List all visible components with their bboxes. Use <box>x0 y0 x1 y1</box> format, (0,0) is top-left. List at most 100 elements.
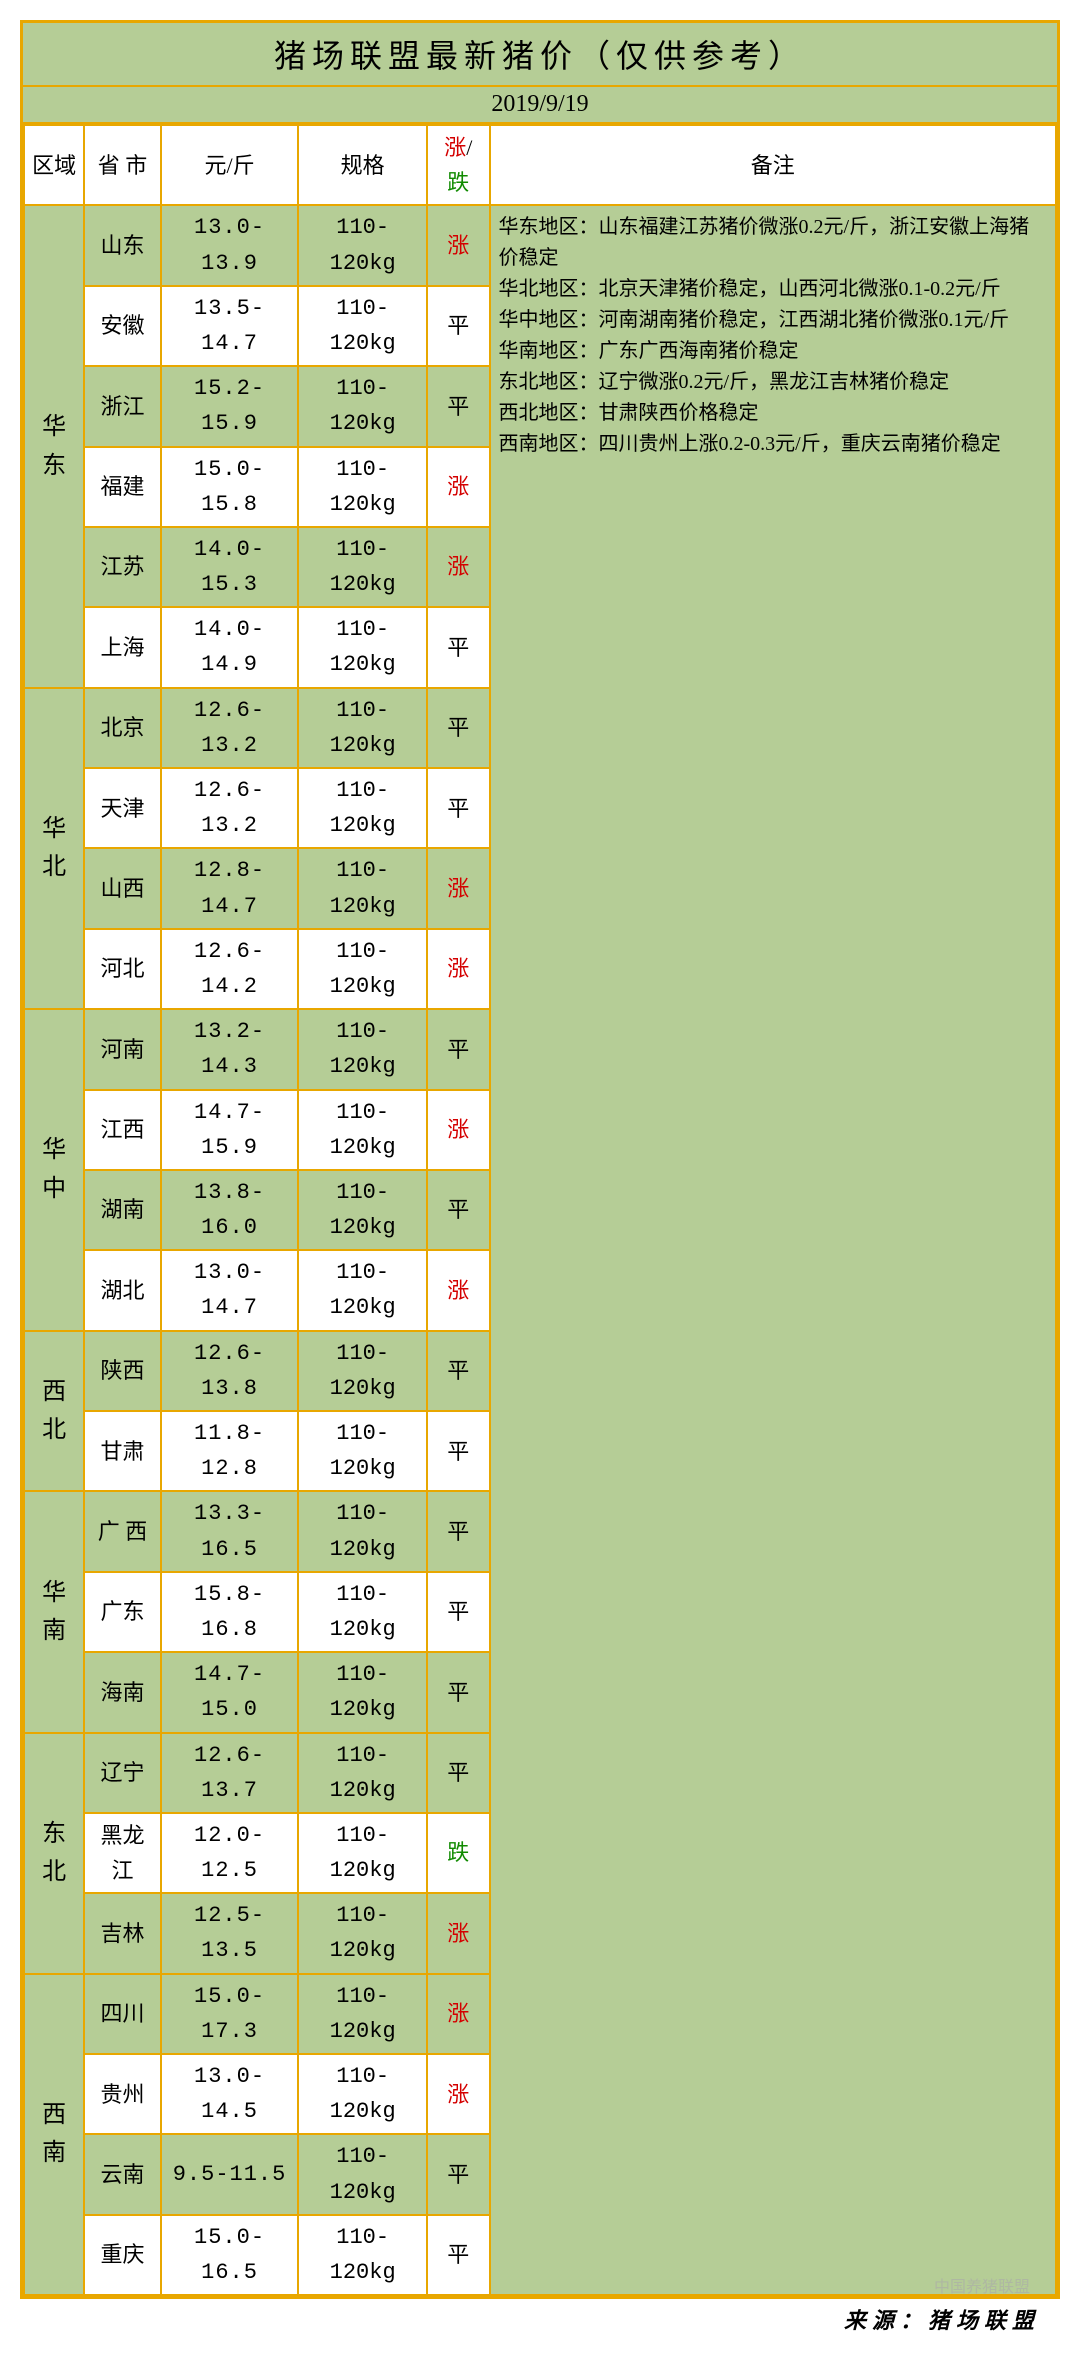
price-cell: 15.2-15.9 <box>161 366 298 446</box>
price-cell: 15.0-17.3 <box>161 1974 298 2054</box>
province-cell: 海南 <box>84 1652 161 1732</box>
region-cell: 华北 <box>24 688 84 1010</box>
trend-sep: / <box>466 135 472 160</box>
col-spec: 规格 <box>298 125 427 205</box>
trend-cell: 平 <box>427 1572 489 1652</box>
spec-cell: 110-120kg <box>298 366 427 446</box>
province-cell: 吉林 <box>84 1893 161 1973</box>
trend-cell: 跌 <box>427 1813 489 1893</box>
province-cell: 河南 <box>84 1009 161 1089</box>
spec-cell: 110-120kg <box>298 688 427 768</box>
province-cell: 陕西 <box>84 1331 161 1411</box>
price-table-container: 猪场联盟最新猪价（仅供参考） 2019/9/19 区域 省 市 元/斤 规格 涨… <box>20 20 1060 2299</box>
trend-cell: 涨 <box>427 527 489 607</box>
price-cell: 12.6-14.2 <box>161 929 298 1009</box>
trend-cell: 涨 <box>427 929 489 1009</box>
price-cell: 13.5-14.7 <box>161 286 298 366</box>
trend-cell: 平 <box>427 1331 489 1411</box>
trend-cell: 涨 <box>427 1974 489 2054</box>
province-cell: 北京 <box>84 688 161 768</box>
region-cell: 华东 <box>24 205 84 687</box>
spec-cell: 110-120kg <box>298 848 427 928</box>
trend-cell: 涨 <box>427 205 489 285</box>
col-trend: 涨/ 跌 <box>427 125 489 205</box>
wechat-attribution: 中国养猪联盟 <box>20 2273 1030 2297</box>
trend-cell: 平 <box>427 1652 489 1732</box>
price-cell: 14.7-15.0 <box>161 1652 298 1732</box>
spec-cell: 110-120kg <box>298 607 427 687</box>
province-cell: 浙江 <box>84 366 161 446</box>
price-cell: 13.2-14.3 <box>161 1009 298 1089</box>
spec-cell: 110-120kg <box>298 1170 427 1250</box>
price-cell: 9.5-11.5 <box>161 2134 298 2214</box>
spec-cell: 110-120kg <box>298 1009 427 1089</box>
price-cell: 12.6-13.2 <box>161 688 298 768</box>
spec-cell: 110-120kg <box>298 2054 427 2134</box>
trend-cell: 涨 <box>427 1250 489 1330</box>
price-cell: 12.5-13.5 <box>161 1893 298 1973</box>
spec-cell: 110-120kg <box>298 447 427 527</box>
trend-up-label: 涨 <box>444 135 466 160</box>
spec-cell: 110-120kg <box>298 1331 427 1411</box>
price-cell: 15.8-16.8 <box>161 1572 298 1652</box>
price-cell: 14.0-14.9 <box>161 607 298 687</box>
trend-cell: 平 <box>427 2134 489 2214</box>
province-cell: 贵州 <box>84 2054 161 2134</box>
price-cell: 12.6-13.7 <box>161 1733 298 1813</box>
price-cell: 12.6-13.8 <box>161 1331 298 1411</box>
trend-cell: 平 <box>427 1733 489 1813</box>
price-cell: 13.0-14.5 <box>161 2054 298 2134</box>
source-line: 来源：猪场联盟 <box>20 2303 1040 2335</box>
trend-cell: 平 <box>427 607 489 687</box>
province-cell: 湖北 <box>84 1250 161 1330</box>
trend-cell: 平 <box>427 286 489 366</box>
trend-cell: 涨 <box>427 1090 489 1170</box>
trend-cell: 平 <box>427 768 489 848</box>
province-cell: 甘肃 <box>84 1411 161 1491</box>
region-cell: 西北 <box>24 1331 84 1492</box>
province-cell: 黑龙江 <box>84 1813 161 1893</box>
col-price: 元/斤 <box>161 125 298 205</box>
province-cell: 山西 <box>84 848 161 928</box>
province-cell: 河北 <box>84 929 161 1009</box>
province-cell: 江西 <box>84 1090 161 1170</box>
col-region: 区域 <box>24 125 84 205</box>
province-cell: 辽宁 <box>84 1733 161 1813</box>
province-cell: 广东 <box>84 1572 161 1652</box>
spec-cell: 110-120kg <box>298 1893 427 1973</box>
trend-cell: 平 <box>427 1170 489 1250</box>
province-cell: 广 西 <box>84 1491 161 1571</box>
province-cell: 山东 <box>84 205 161 285</box>
region-cell: 西南 <box>24 1974 84 2296</box>
trend-down-label: 跌 <box>447 170 469 195</box>
region-cell: 华南 <box>24 1491 84 1732</box>
col-province: 省 市 <box>84 125 161 205</box>
spec-cell: 110-120kg <box>298 1974 427 2054</box>
header-row: 区域 省 市 元/斤 规格 涨/跌 备注 <box>24 125 1056 205</box>
spec-cell: 110-120kg <box>298 1572 427 1652</box>
province-cell: 福建 <box>84 447 161 527</box>
trend-cell: 平 <box>427 366 489 446</box>
price-cell: 15.0-15.8 <box>161 447 298 527</box>
province-cell: 四川 <box>84 1974 161 2054</box>
spec-cell: 110-120kg <box>298 1813 427 1893</box>
trend-cell: 平 <box>427 1411 489 1491</box>
table-title: 猪场联盟最新猪价（仅供参考） <box>23 23 1057 87</box>
trend-cell: 涨 <box>427 447 489 527</box>
spec-cell: 110-120kg <box>298 205 427 285</box>
province-cell: 云南 <box>84 2134 161 2214</box>
province-cell: 湖南 <box>84 1170 161 1250</box>
price-cell: 12.0-12.5 <box>161 1813 298 1893</box>
price-table: 区域 省 市 元/斤 规格 涨/跌 备注 华东山东13.0-13.9110-12… <box>23 124 1057 2296</box>
region-cell: 华中 <box>24 1009 84 1331</box>
region-cell: 东北 <box>24 1733 84 1974</box>
trend-cell: 平 <box>427 1491 489 1571</box>
trend-cell: 涨 <box>427 2054 489 2134</box>
price-cell: 13.3-16.5 <box>161 1491 298 1571</box>
spec-cell: 110-120kg <box>298 1411 427 1491</box>
spec-cell: 110-120kg <box>298 929 427 1009</box>
spec-cell: 110-120kg <box>298 2134 427 2214</box>
price-cell: 12.8-14.7 <box>161 848 298 928</box>
price-cell: 11.8-12.8 <box>161 1411 298 1491</box>
spec-cell: 110-120kg <box>298 1250 427 1330</box>
